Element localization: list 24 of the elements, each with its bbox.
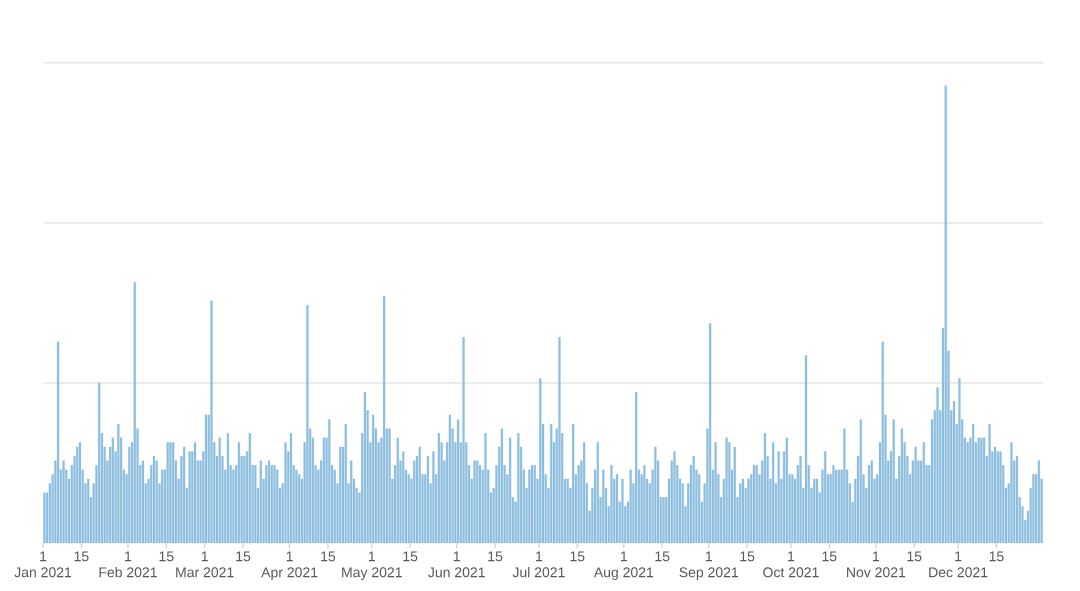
- x-tick-label: 15: [822, 551, 837, 562]
- x-tick-label: 1 May 2021: [342, 551, 402, 581]
- x-tick-label: 1 Apr 2021: [261, 551, 318, 581]
- x-tick-label: 1 Nov 2021: [847, 551, 906, 578]
- x-tick-label: 1 Jan 2021: [14, 551, 72, 578]
- x-tick-label: 15: [403, 551, 418, 562]
- x-tick-label: 1 Feb 2021: [99, 551, 157, 578]
- x-tick-label: 15: [488, 551, 503, 562]
- x-tick-label: 15: [159, 551, 174, 562]
- x-tick-label: 15: [570, 551, 585, 562]
- x-tick-label: 1 Aug 2021: [593, 551, 654, 581]
- x-tick-label: 1 Mar 2021: [176, 551, 234, 578]
- x-tick-label: 1 Sep 2021: [679, 551, 739, 581]
- x-tick-label: 15: [740, 551, 755, 562]
- x-tick-label: 15: [989, 551, 1004, 562]
- x-tick-label: 15: [74, 551, 89, 562]
- x-tick-label: 1 Jul 2021: [512, 551, 565, 578]
- x-tick-label: 1 Oct 2021: [763, 551, 819, 578]
- x-tick-label: 15: [907, 551, 922, 562]
- x-tick-label: 1 Dec 2021: [929, 551, 988, 578]
- x-tick-label: 15: [655, 551, 670, 562]
- x-tick-label: 15: [236, 551, 251, 562]
- x-tick-label: 1 Jun 2021: [428, 551, 485, 578]
- x-tick-label: 15: [321, 551, 336, 562]
